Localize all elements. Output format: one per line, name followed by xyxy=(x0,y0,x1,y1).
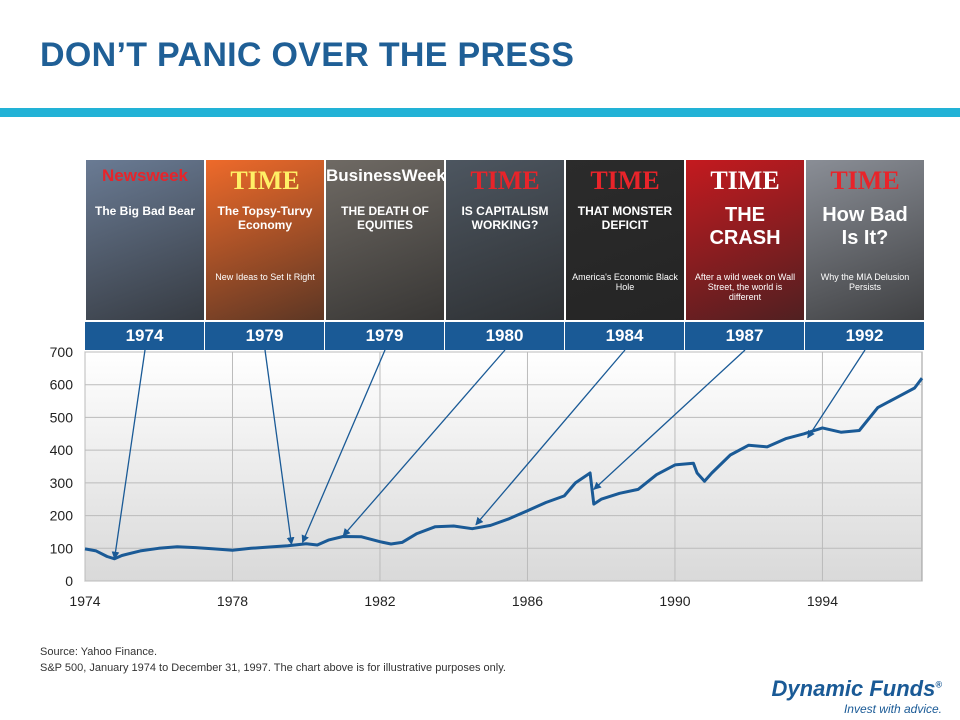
x-tick-label: 1986 xyxy=(512,593,543,609)
y-tick-label: 0 xyxy=(65,573,73,589)
cover-logo: TIME xyxy=(710,166,780,195)
annotation-arrow-1979 xyxy=(301,349,386,544)
cover-year-1984: 1984 xyxy=(565,322,685,350)
x-tick-label: 1978 xyxy=(217,593,248,609)
cover-headline: IS CAPITALISM WORKING? xyxy=(461,204,549,232)
magazine-covers: Newsweek The Big Bad Bear 1974 TIME The Tops… xyxy=(85,160,925,350)
cover-year-1979: 1979 xyxy=(325,322,445,350)
y-tick-label: 200 xyxy=(50,508,74,524)
cover-year-1974: 1974 xyxy=(85,322,205,350)
annotation-arrow-1979 xyxy=(264,349,295,546)
cover-headline: THAT MONSTER DEFICIT xyxy=(577,204,673,232)
cover-subline: After a wild week on Wall Street, the wo… xyxy=(694,272,796,302)
magazine-cover-1992: TIME How Bad Is It? Why the MIA Delusion P… xyxy=(806,160,924,320)
cover-headline: How Bad Is It? xyxy=(822,204,908,249)
annotation-arrow-1980 xyxy=(342,349,506,537)
plot-area xyxy=(84,351,923,582)
cover-headline: THE DEATH OF EQUITIES xyxy=(341,204,429,232)
y-tick-label: 100 xyxy=(50,540,74,556)
cover-year-1987: 1987 xyxy=(685,322,805,350)
page-title: DON’T PANIC OVER THE PRESS xyxy=(40,36,575,74)
source-line-2: S&P 500, January 1974 to December 31, 19… xyxy=(40,662,506,674)
annotation-arrow-1984 xyxy=(475,349,626,526)
y-tick-label: 400 xyxy=(50,442,74,458)
magazine-cover-1974: Newsweek The Big Bad Bear xyxy=(86,160,204,320)
magazine-cover-1984: TIME THAT MONSTER DEFICIT America's Econom… xyxy=(566,160,684,320)
cover-logo: TIME xyxy=(830,166,900,195)
source-note: Source: Yahoo Finance. S&P 500, January … xyxy=(40,644,506,676)
title-divider xyxy=(0,108,960,117)
cover-headline: THE CRASH xyxy=(709,204,781,249)
cover-year-1980: 1980 xyxy=(445,322,565,350)
brand-logo: Dynamic Funds® Invest with advice. xyxy=(772,676,942,716)
annotation-arrow-1974 xyxy=(111,349,146,560)
brand-tagline: Invest with advice. xyxy=(843,702,942,716)
y-tick-label: 300 xyxy=(50,475,74,491)
cover-subline: New Ideas to Set It Right xyxy=(215,272,315,282)
magazine-cover-1979: TIME The Topsy-Turvy Economy New Ideas to … xyxy=(206,160,324,320)
cover-subline: Why the MIA Delusion Persists xyxy=(820,272,910,292)
cover-headline: The Topsy-Turvy Economy xyxy=(217,204,313,232)
cover-year-1979: 1979 xyxy=(205,322,325,350)
cover-logo: TIME xyxy=(590,166,660,195)
brand-registered: ® xyxy=(935,679,942,690)
source-line-1: Source: Yahoo Finance. xyxy=(40,646,158,658)
cover-logo: TIME xyxy=(230,166,300,195)
x-tick-label: 1990 xyxy=(659,593,690,609)
magazine-cover-1979: BusinessWeek THE DEATH OF EQUITIES xyxy=(326,160,444,320)
x-tick-label: 1994 xyxy=(807,593,838,609)
cover-year-1992: 1992 xyxy=(805,322,925,350)
annotation-arrow-1987 xyxy=(593,349,746,490)
magazine-cover-1987: TIME THE CRASH After a wild week on Wall S… xyxy=(686,160,804,320)
sp500-line-chart: 0 100 200 300 400 500 600 700 1974 1978 1982 1986 19… xyxy=(50,344,924,609)
cover-subline: America's Economic Black Hole xyxy=(572,272,678,292)
x-tick-label: 1982 xyxy=(364,593,395,609)
x-tick-label: 1974 xyxy=(69,593,100,609)
y-tick-label: 500 xyxy=(50,409,74,425)
cover-headline: The Big Bad Bear xyxy=(94,204,196,218)
cover-logo: Newsweek xyxy=(102,166,188,185)
annotation-arrow-1992 xyxy=(807,349,866,439)
y-tick-label: 600 xyxy=(50,377,74,393)
y-tick-label: 700 xyxy=(50,344,74,360)
magazine-cover-1980: TIME IS CAPITALISM WORKING? xyxy=(446,160,564,320)
cover-logo: BusinessWeek xyxy=(326,166,444,185)
brand-name: Dynamic Funds xyxy=(771,676,936,701)
series-line xyxy=(84,377,924,561)
cover-logo: TIME xyxy=(470,166,540,195)
